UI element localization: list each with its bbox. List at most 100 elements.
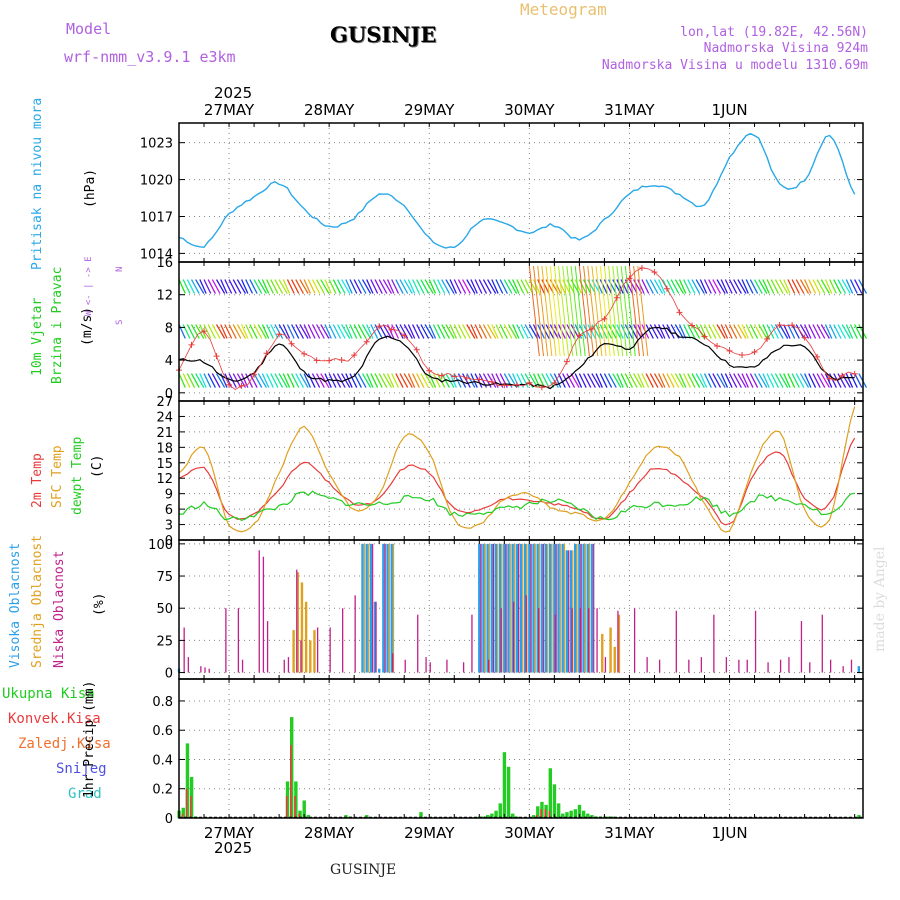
gust-marker (663, 285, 670, 292)
gust-marker (213, 353, 220, 360)
y-tick-label: 6 (165, 503, 173, 518)
wind-barb (416, 279, 425, 294)
wind-barb (491, 324, 499, 339)
precip-bar (285, 796, 288, 818)
wind-barb (595, 279, 603, 294)
wind-barb (820, 373, 830, 388)
cloud-bar (204, 667, 206, 673)
wind-barb (653, 279, 664, 294)
precip-series-0 (177, 717, 861, 818)
pressure-series-line (178, 132, 856, 249)
y-tick-label: 0 (165, 812, 173, 827)
gust-marker (376, 323, 383, 330)
y-tick-label: 0 (165, 387, 173, 402)
y-tick-label: 1023 (140, 137, 173, 152)
cloud-bar-overlay (543, 543, 545, 673)
wind-barb (537, 266, 549, 357)
wind-barb (182, 279, 191, 294)
wind-barb (728, 324, 738, 339)
wind-barb (278, 373, 288, 388)
gust-marker (451, 373, 458, 380)
wind-barb (541, 373, 550, 388)
wind-barb (587, 373, 596, 388)
wind-barb (678, 279, 687, 294)
wind-barb (699, 373, 708, 388)
cloud-bar (633, 608, 636, 673)
wind-barb (307, 279, 316, 294)
wind-barb (236, 279, 247, 294)
cloud-bar (500, 608, 502, 673)
wind-barb (228, 279, 237, 294)
legend-total-rain: Ukupna Kisa (2, 686, 95, 702)
gust-marker (714, 342, 721, 349)
wind-barb (391, 279, 400, 294)
wind-barb (270, 373, 279, 388)
wind-barb (361, 373, 372, 388)
wind-barb (703, 279, 712, 294)
wind-barb (612, 266, 624, 357)
gust-marker (238, 382, 245, 389)
gust-marker (689, 322, 695, 329)
cloud-bar (417, 614, 419, 673)
wind-barb (724, 279, 733, 294)
wind-barb (215, 279, 226, 294)
wind-barb (812, 279, 821, 294)
y-tick-label: 3 (165, 519, 173, 534)
precip-bar (544, 804, 548, 818)
y-tick-label: 0.6 (152, 724, 173, 739)
wind-barb (566, 266, 578, 357)
wind-barb (190, 279, 200, 294)
legend-conv-rain: Konvek.Kisa (8, 711, 101, 727)
precip-bar (552, 784, 557, 818)
wind-barb (845, 373, 854, 388)
wind-barb (637, 373, 645, 388)
wind-barb (520, 373, 529, 388)
precip-bar (540, 809, 542, 818)
cloud-bar-overlay (576, 543, 578, 673)
day-label-top: 31MAY (604, 101, 655, 119)
wind-barb (820, 324, 830, 339)
gust-marker (351, 352, 358, 359)
wind-barb (341, 279, 351, 294)
cloud-bar (658, 659, 661, 673)
cloud-bar (446, 659, 448, 673)
wind-barb (512, 324, 520, 339)
wind-barb (311, 373, 321, 388)
wind-barb (407, 324, 416, 339)
gust-marker (526, 379, 533, 386)
day-label-bottom: 30MAY (504, 824, 555, 842)
wind-barb (424, 373, 434, 388)
wind-barb (186, 279, 196, 294)
cloud-bar (200, 666, 202, 673)
wind-barb (503, 279, 513, 294)
precip-bar (290, 717, 294, 818)
wind-barb (683, 279, 691, 294)
cloud-bar (738, 659, 740, 673)
cloud-bar (486, 543, 489, 673)
wind-barb (691, 373, 701, 388)
wind-barb (845, 279, 854, 294)
precip-bar (494, 810, 498, 818)
wind-barb (578, 373, 587, 388)
wind-barb (591, 373, 601, 388)
wind-barb (662, 324, 671, 339)
y-tick-label: 8 (165, 321, 173, 336)
wind-barb (503, 324, 513, 339)
wind-barb (766, 373, 775, 388)
precip-bar (306, 815, 311, 818)
wind-barb (603, 373, 613, 388)
wind-barb (582, 373, 592, 388)
wind-barb (203, 373, 212, 388)
cloud-bar (528, 543, 531, 673)
cloud-bar (604, 657, 607, 673)
wind-barb (816, 373, 826, 388)
wind-barb (211, 279, 221, 294)
gust-marker (513, 381, 520, 388)
wind-barb (733, 279, 742, 294)
gust-marker (288, 340, 295, 347)
wind-barb (316, 324, 325, 339)
wind-barb (599, 266, 611, 357)
wind-barb (345, 373, 353, 388)
cloud-bar (700, 657, 702, 673)
gust-marker (563, 358, 570, 365)
